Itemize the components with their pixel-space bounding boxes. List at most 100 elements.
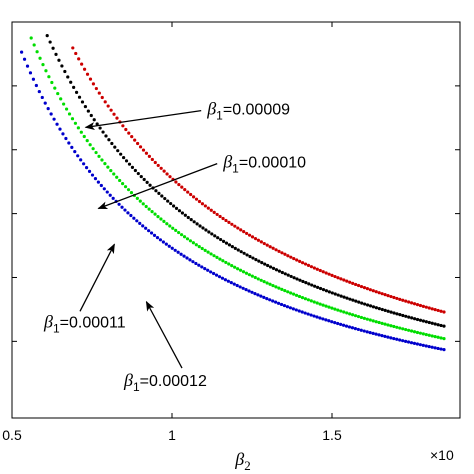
annotation-symbol: β xyxy=(123,370,133,390)
data-point xyxy=(368,304,373,308)
data-point xyxy=(185,237,190,241)
data-point xyxy=(115,175,119,179)
data-point xyxy=(135,196,139,200)
x-tick-label: 1.5 xyxy=(322,427,342,443)
data-point xyxy=(303,311,307,315)
data-point xyxy=(241,270,246,274)
data-point xyxy=(82,67,87,71)
data-point xyxy=(259,294,263,298)
data-point xyxy=(289,291,293,295)
annotation-symbol: β xyxy=(222,152,232,172)
x-axis-title-symbol: β xyxy=(234,449,244,469)
data-point xyxy=(386,294,390,298)
data-point xyxy=(433,335,437,339)
data-point xyxy=(395,296,399,301)
data-point xyxy=(32,43,36,47)
data-point xyxy=(265,243,269,247)
data-point xyxy=(91,82,96,86)
data-point xyxy=(424,344,428,348)
data-point xyxy=(189,192,193,197)
data-point xyxy=(111,196,115,200)
data-point xyxy=(203,248,207,252)
data-point xyxy=(353,314,358,318)
data-point xyxy=(268,265,273,269)
data-point xyxy=(389,294,393,299)
data-point xyxy=(49,112,53,116)
data-point xyxy=(256,238,260,242)
data-point xyxy=(433,346,437,350)
data-point xyxy=(216,236,220,240)
data-point xyxy=(87,169,92,173)
data-point xyxy=(45,34,49,38)
annotation-symbol: β xyxy=(43,311,53,331)
data-point xyxy=(212,254,216,258)
data-point xyxy=(188,239,193,243)
data-point xyxy=(277,286,281,290)
data-point xyxy=(119,152,123,156)
data-point xyxy=(79,158,83,162)
annotation-symbol: β xyxy=(206,99,216,119)
data-point xyxy=(144,204,148,209)
data-point xyxy=(198,224,202,228)
data-point xyxy=(327,319,331,323)
data-point xyxy=(345,279,349,283)
data-point xyxy=(386,335,390,339)
data-point xyxy=(161,240,165,244)
data-point xyxy=(292,292,296,296)
data-point xyxy=(57,58,61,62)
data-point xyxy=(86,109,90,113)
data-point xyxy=(129,191,134,195)
data-point xyxy=(239,250,243,254)
data-point xyxy=(58,127,62,131)
data-point xyxy=(351,298,355,302)
data-point xyxy=(377,333,381,337)
data-point xyxy=(341,323,346,327)
data-point xyxy=(430,321,434,325)
data-point xyxy=(54,52,58,56)
data-point xyxy=(177,209,182,213)
annotation-label: β1=0.00011 xyxy=(43,311,126,335)
data-point xyxy=(89,113,93,118)
data-point xyxy=(268,282,272,286)
data-point xyxy=(106,104,110,108)
data-point xyxy=(274,300,278,304)
data-point xyxy=(223,278,228,282)
data-point xyxy=(112,172,116,176)
data-point xyxy=(96,180,100,184)
data-point xyxy=(250,290,254,294)
data-point xyxy=(227,220,231,224)
data-point xyxy=(266,263,270,268)
data-point xyxy=(132,216,136,220)
data-point xyxy=(250,235,255,239)
data-point xyxy=(439,323,443,328)
data-point xyxy=(206,250,210,254)
data-point xyxy=(147,207,151,211)
data-point xyxy=(350,313,355,317)
data-point xyxy=(63,69,67,74)
data-point xyxy=(126,211,130,215)
data-point xyxy=(342,278,346,282)
data-point xyxy=(200,202,205,206)
data-point xyxy=(230,222,234,226)
data-point xyxy=(139,174,143,179)
data-point xyxy=(50,80,54,85)
data-point xyxy=(415,317,420,322)
data-point xyxy=(280,270,284,275)
data-point xyxy=(191,260,195,264)
x-axis-multiplier: ×10 xyxy=(430,447,454,463)
data-point xyxy=(348,297,352,301)
data-point xyxy=(130,165,135,169)
data-point xyxy=(360,301,364,305)
data-point xyxy=(345,311,349,315)
data-point xyxy=(350,326,355,330)
data-point xyxy=(321,317,325,321)
data-point xyxy=(121,182,125,186)
data-point xyxy=(253,237,258,241)
data-point xyxy=(129,213,133,218)
data-point xyxy=(356,314,361,319)
data-point xyxy=(144,151,149,155)
data-point xyxy=(104,134,108,138)
data-point xyxy=(427,320,431,325)
data-point xyxy=(170,246,174,250)
data-point xyxy=(274,268,279,272)
